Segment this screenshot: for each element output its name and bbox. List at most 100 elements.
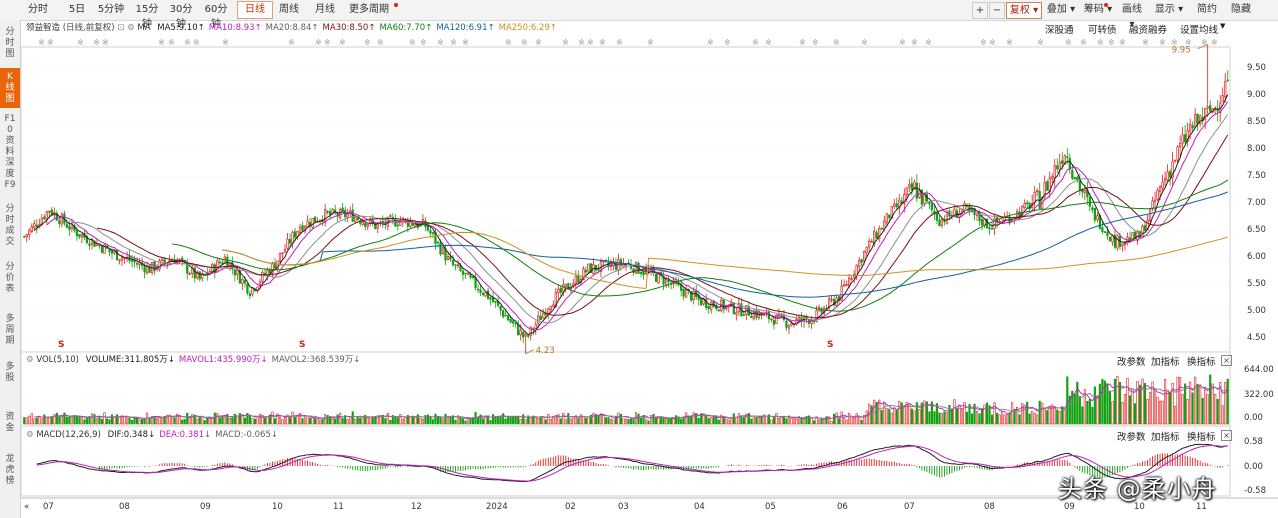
period-tab-0[interactable]: 分时: [28, 4, 48, 15]
volume-bar: [396, 417, 399, 425]
volume-bar: [193, 414, 196, 425]
dea-line: [36, 444, 1228, 482]
header-link-0[interactable]: 深股通: [1045, 25, 1074, 36]
candle-body: [930, 204, 934, 211]
volume-bar: [173, 417, 176, 425]
toolbar-button-4[interactable]: 显示 ▾: [1154, 4, 1184, 15]
panel-button-0[interactable]: 改参数: [1117, 357, 1146, 368]
sidebar-tab-0[interactable]: 分时图: [0, 23, 20, 63]
volume-bar: [569, 418, 572, 425]
panel-button-2[interactable]: 换指标: [1187, 357, 1216, 368]
volume-bar: [592, 412, 595, 425]
arrow-down-icon: ↓: [353, 355, 361, 365]
sidebar-tab-3[interactable]: 深度F9: [0, 154, 20, 194]
period-tab-7[interactable]: 周线: [279, 4, 299, 15]
sidebar-tab-9[interactable]: 龙虎榜: [0, 450, 20, 498]
x-tick-label: 09: [200, 502, 211, 512]
candle-body: [1028, 202, 1031, 210]
period-tab-5[interactable]: 60分钟: [204, 4, 228, 30]
volume-bar: [805, 415, 808, 425]
gear-icon[interactable]: ⚙: [26, 430, 34, 440]
close-icon[interactable]: ×: [1221, 355, 1232, 366]
volume-bar: [933, 411, 936, 425]
gear-icon[interactable]: ⚙: [26, 355, 34, 365]
volume-bar: [629, 418, 633, 425]
signal-mark: ※: [47, 38, 54, 47]
candle-body: [827, 298, 831, 308]
panel-button-0[interactable]: 改参数: [1117, 432, 1146, 443]
sidebar-tab-4[interactable]: 分时成交: [0, 200, 20, 247]
candle-body: [1033, 191, 1036, 203]
toolbar-button-1[interactable]: 叠加 ▾: [1046, 4, 1076, 15]
period-tab-2[interactable]: 5分钟: [97, 4, 125, 15]
candle-body: [85, 236, 89, 244]
toolbar-button-5[interactable]: 简约: [1197, 4, 1217, 15]
candle-body: [990, 228, 994, 230]
period-tab-6[interactable]: 日线: [237, 1, 273, 19]
volume-indicator-name: VOL(5,10): [36, 355, 79, 365]
panel-button-2[interactable]: 换指标: [1187, 432, 1216, 443]
lock-icon[interactable]: ⊡: [117, 23, 125, 33]
period-tab-8[interactable]: 月线: [315, 4, 335, 15]
toolbar-button-6[interactable]: 隐藏: [1231, 4, 1251, 15]
sidebar-tab-7[interactable]: 多股: [0, 358, 20, 398]
candle-body: [271, 262, 274, 274]
volume-bar: [995, 412, 999, 425]
sidebar-tab-label: 分价表: [5, 262, 15, 294]
volume-bar: [50, 416, 53, 425]
volume-bar: [55, 412, 58, 425]
candle-body: [93, 240, 96, 247]
volume-bar: [1108, 391, 1111, 425]
zoom-in-button[interactable]: +: [972, 2, 988, 19]
panel-button-1[interactable]: 加指标: [1151, 432, 1180, 443]
scroll-left-icon[interactable]: «: [24, 502, 30, 512]
candle-body: [868, 240, 871, 248]
volume-bar: [426, 414, 430, 425]
header-link-2[interactable]: 融资融券: [1129, 25, 1168, 36]
candle-body: [118, 259, 121, 261]
signal-mark: ※: [420, 38, 427, 47]
period-tab-9[interactable]: 更多周期: [349, 4, 389, 15]
header-link-3[interactable]: 设置均线: [1180, 25, 1219, 36]
candle-body: [441, 247, 445, 255]
panel-button-1[interactable]: 加指标: [1151, 357, 1180, 368]
sidebar-tab-8[interactable]: 资金: [0, 408, 20, 444]
volume-bar: [735, 416, 738, 425]
toolbar-button-0[interactable]: 复权 ▾: [1006, 2, 1042, 19]
volume-bar: [905, 402, 908, 425]
volume-bar: [562, 412, 565, 425]
sidebar-tab-6[interactable]: 多周期: [0, 310, 20, 350]
candle-body: [181, 257, 184, 261]
volume-bar: [1083, 389, 1086, 425]
sidebar-tab-1[interactable]: K线图: [0, 68, 20, 108]
price-tick-label: 6.00: [1247, 252, 1266, 263]
period-tab-1[interactable]: 5日: [68, 4, 86, 15]
period-tab-4[interactable]: 30分钟: [169, 4, 193, 30]
gear-icon[interactable]: ⚙: [127, 23, 135, 33]
candle-body: [266, 269, 269, 276]
period-tab-3[interactable]: 15分钟: [135, 4, 159, 30]
volume-bar: [614, 415, 618, 425]
zoom-out-button[interactable]: −: [989, 2, 1005, 19]
volume-bar: [58, 416, 61, 425]
close-icon[interactable]: ×: [1221, 430, 1232, 441]
toolbar-button-3[interactable]: 画线 ▾: [1122, 4, 1142, 30]
candle-body: [1194, 114, 1197, 128]
volume-bar: [1161, 400, 1164, 425]
volume-bar: [1186, 399, 1189, 425]
volume-bar: [767, 414, 770, 425]
chevron-down-icon[interactable]: ▼: [1220, 22, 1226, 30]
header-link-1[interactable]: 可转债: [1088, 25, 1117, 36]
candle-body: [361, 221, 364, 226]
sidebar-tab-5[interactable]: 分价表: [0, 258, 20, 298]
candle-body: [216, 260, 219, 273]
volume-bar: [717, 419, 720, 425]
toolbar-button-2[interactable]: 筹码 ▾: [1083, 4, 1113, 15]
signal-mark: ※: [158, 38, 165, 47]
volume-bar: [712, 417, 715, 425]
candle-body: [1191, 125, 1194, 129]
candle-body: [514, 322, 517, 325]
candle-body: [1161, 181, 1164, 189]
sidebar-tab-2[interactable]: F10资料: [0, 110, 20, 157]
x-tick-label: 08: [984, 502, 995, 512]
